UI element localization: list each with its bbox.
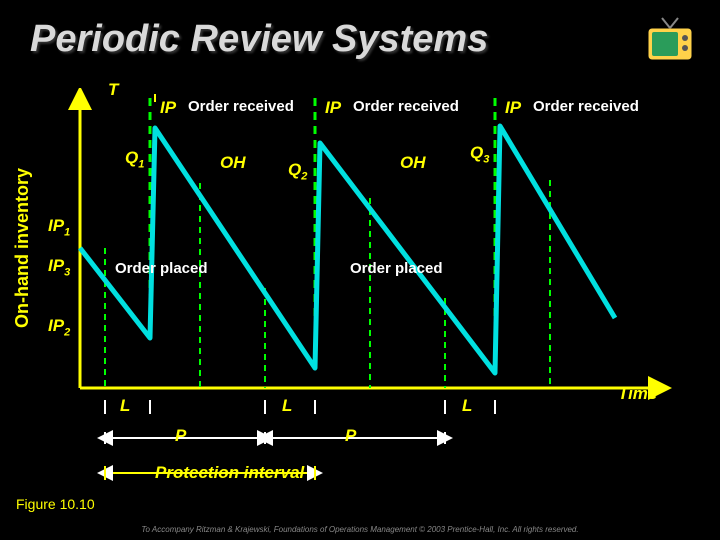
label-OH-2: OH	[400, 153, 426, 173]
label-Q2: Q2	[288, 160, 307, 182]
tv-icon	[642, 14, 698, 66]
label-IP-3: IP	[505, 98, 521, 118]
x-axis-label: Time	[618, 384, 657, 404]
label-order-received-2: Order received	[353, 98, 423, 115]
label-protection-interval: Protection interval	[155, 463, 304, 483]
footer-text: To Accompany Ritzman & Krajewski, Founda…	[0, 525, 720, 534]
label-IP1: IP1	[48, 216, 70, 238]
label-OH-1: OH	[220, 153, 246, 173]
label-P-2: P	[345, 426, 356, 446]
label-IP2: IP2	[48, 316, 70, 338]
label-IP3: IP3	[48, 256, 70, 278]
chart-svg	[20, 88, 700, 488]
label-P-1: P	[175, 426, 186, 446]
label-T: T	[108, 80, 118, 100]
label-L-1: L	[120, 396, 130, 416]
label-order-received-3: Order received	[533, 98, 603, 115]
label-L-2: L	[282, 396, 292, 416]
label-IP-2: IP	[325, 98, 341, 118]
label-order-placed-1: Order placed	[115, 260, 175, 277]
label-IP-1: IP	[160, 98, 176, 118]
figure-label: Figure 10.10	[16, 496, 95, 512]
label-Q1: Q1	[125, 148, 144, 170]
label-Q3: Q3	[470, 143, 489, 165]
chart-area: On-hand inventory	[20, 88, 700, 488]
label-L-3: L	[462, 396, 472, 416]
page-title: Periodic Review Systems	[30, 18, 488, 61]
label-order-received-1: Order received	[188, 98, 258, 115]
label-order-placed-2: Order placed	[350, 260, 410, 277]
